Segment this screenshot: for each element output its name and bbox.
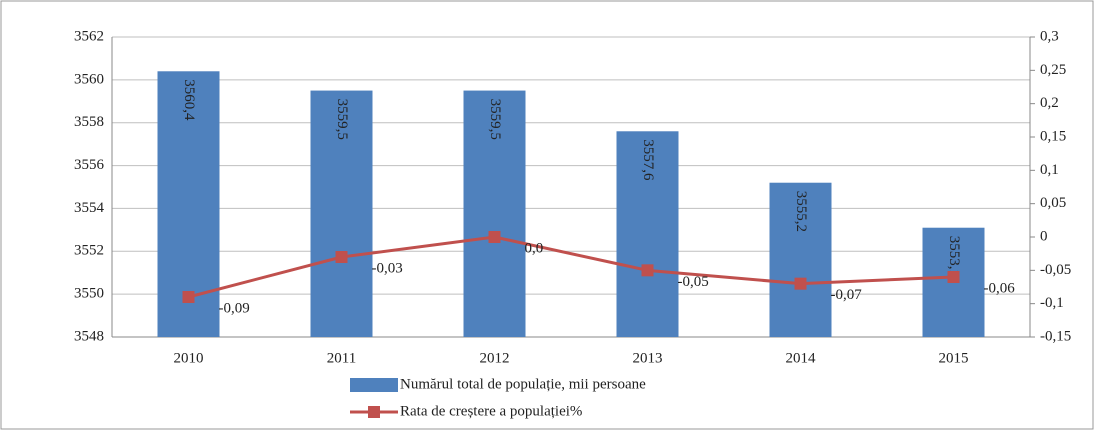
y2-tick-label: 0,15 (1040, 128, 1066, 144)
y-tick-label: 3556 (74, 157, 105, 173)
y-tick-label: 3548 (74, 328, 104, 344)
line-value-label: -0,06 (984, 280, 1016, 296)
y2-tick-label: 0,05 (1040, 195, 1066, 211)
y-tick-label: 3558 (74, 114, 104, 130)
line-value-label: -0,07 (831, 287, 863, 303)
line-value-label: -0,09 (219, 300, 250, 316)
line-value-label: -0,03 (372, 260, 403, 276)
legend-swatch (350, 378, 398, 392)
line-marker (947, 271, 960, 283)
y2-tick-label: -0,05 (1040, 262, 1071, 278)
y2-tick-label: -0,15 (1040, 328, 1071, 344)
bar-value-label: 3559,5 (334, 99, 350, 140)
x-tick-label: 2013 (633, 350, 663, 366)
line (188, 235, 954, 299)
y2-tick-label: -0,1 (1040, 295, 1064, 311)
y-tick-label: 3552 (74, 243, 104, 259)
line-marker (182, 291, 195, 303)
y2-tick-label: 0,1 (1040, 162, 1059, 178)
bar (310, 90, 373, 337)
legend-label: Numărul total de populație, mii persoane (400, 376, 646, 392)
y-tick-label: 3554 (74, 200, 105, 216)
bar-value-label: 3557,6 (640, 139, 656, 181)
legend-marker (368, 406, 380, 418)
y2-tick-label: 0,25 (1040, 62, 1066, 78)
bar-value-label: 3560,4 (181, 79, 197, 121)
bar-value-label: 3553,1 (946, 236, 962, 277)
y-tick-label: 3560 (74, 71, 104, 87)
bar-value-label: 3559,5 (487, 99, 503, 140)
bar-value-label: 3555,2 (793, 191, 809, 232)
legend-label: Rata de creștere a populației% (400, 403, 582, 419)
line-value-label: -0,05 (678, 274, 709, 290)
x-tick-label: 2015 (939, 350, 969, 366)
y2-tick-label: 0,3 (1040, 28, 1059, 44)
line-marker (335, 251, 348, 263)
y2-tick-label: 0 (1040, 228, 1048, 244)
x-tick-label: 2010 (174, 350, 204, 366)
y2-tick-label: 0,2 (1040, 95, 1059, 111)
bar (769, 182, 832, 337)
line-value-label: 0,0 (525, 240, 544, 256)
line-marker (641, 264, 654, 277)
x-tick-label: 2012 (480, 350, 510, 366)
bar (616, 131, 679, 337)
line-marker (794, 277, 807, 290)
y-tick-label: 3550 (74, 286, 104, 302)
bar (463, 90, 526, 337)
x-tick-label: 2014 (786, 350, 817, 366)
y-tick-label: 3562 (74, 28, 104, 44)
x-tick-label: 2011 (327, 350, 356, 366)
line-marker (488, 231, 501, 243)
